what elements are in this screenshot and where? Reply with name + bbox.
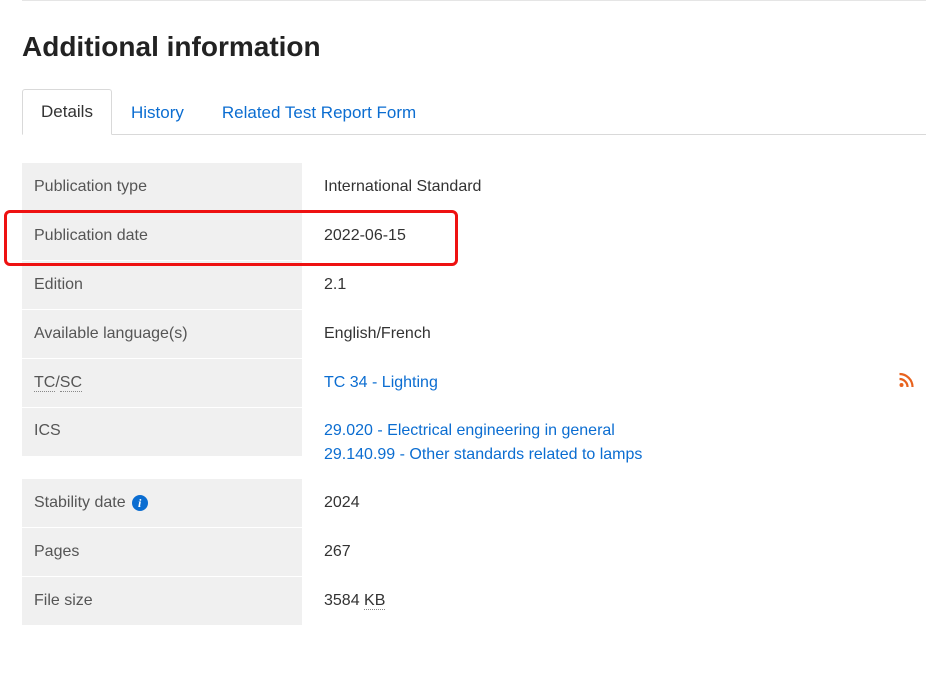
tab-history[interactable]: History: [112, 90, 203, 135]
abbr-kb: KB: [364, 592, 385, 610]
link-ics-2914099[interactable]: 29.140.99 - Other standards related to l…: [324, 446, 914, 464]
row-file-size: File size 3584 KB: [22, 576, 926, 625]
value-publication-date: 2022-06-15: [302, 212, 926, 260]
label-publication-type: Publication type: [22, 163, 302, 211]
value-edition: 2.1: [302, 261, 926, 309]
link-tc34[interactable]: TC 34 - Lighting: [324, 374, 914, 392]
row-tc-sc: TC/SC TC 34 - Lighting: [22, 358, 926, 407]
row-pages: Pages 267: [22, 527, 926, 576]
tab-details[interactable]: Details: [22, 89, 112, 135]
label-languages: Available language(s): [22, 310, 302, 358]
label-tc-sc: TC/SC: [22, 359, 302, 407]
label-ics: ICS: [22, 408, 302, 456]
rss-icon[interactable]: [898, 373, 914, 394]
link-ics-29020[interactable]: 29.020 - Electrical engineering in gener…: [324, 422, 914, 440]
value-stability-date: 2024: [302, 479, 926, 527]
row-stability-date: Stability date i 2024: [22, 478, 926, 527]
label-stability-date: Stability date i: [22, 479, 302, 527]
value-publication-type: International Standard: [302, 163, 926, 211]
value-pages: 267: [302, 528, 926, 576]
label-stability-text: Stability date: [34, 494, 126, 512]
row-publication-date: Publication date 2022-06-15: [22, 211, 926, 260]
info-icon[interactable]: i: [132, 495, 148, 511]
row-ics: ICS 29.020 - Electrical engineering in g…: [22, 407, 926, 478]
label-publication-date: Publication date: [22, 212, 302, 260]
value-languages: English/French: [302, 310, 926, 358]
abbr-tc: TC: [34, 374, 55, 392]
filesize-number: 3584: [324, 592, 364, 609]
details-table: Publication type International Standard …: [22, 163, 926, 625]
section-heading: Additional information: [22, 31, 926, 63]
value-ics: 29.020 - Electrical engineering in gener…: [302, 408, 926, 478]
abbr-sc: SC: [60, 374, 82, 392]
tabs: Details History Related Test Report Form: [22, 89, 926, 135]
row-languages: Available language(s) English/French: [22, 309, 926, 358]
label-edition: Edition: [22, 261, 302, 309]
value-tc-sc: TC 34 - Lighting: [302, 359, 926, 407]
row-edition: Edition 2.1: [22, 260, 926, 309]
top-divider: [22, 0, 926, 1]
row-publication-type: Publication type International Standard: [22, 163, 926, 211]
tab-related-trf[interactable]: Related Test Report Form: [203, 90, 435, 135]
label-pages: Pages: [22, 528, 302, 576]
value-file-size: 3584 KB: [302, 577, 926, 625]
label-file-size: File size: [22, 577, 302, 625]
